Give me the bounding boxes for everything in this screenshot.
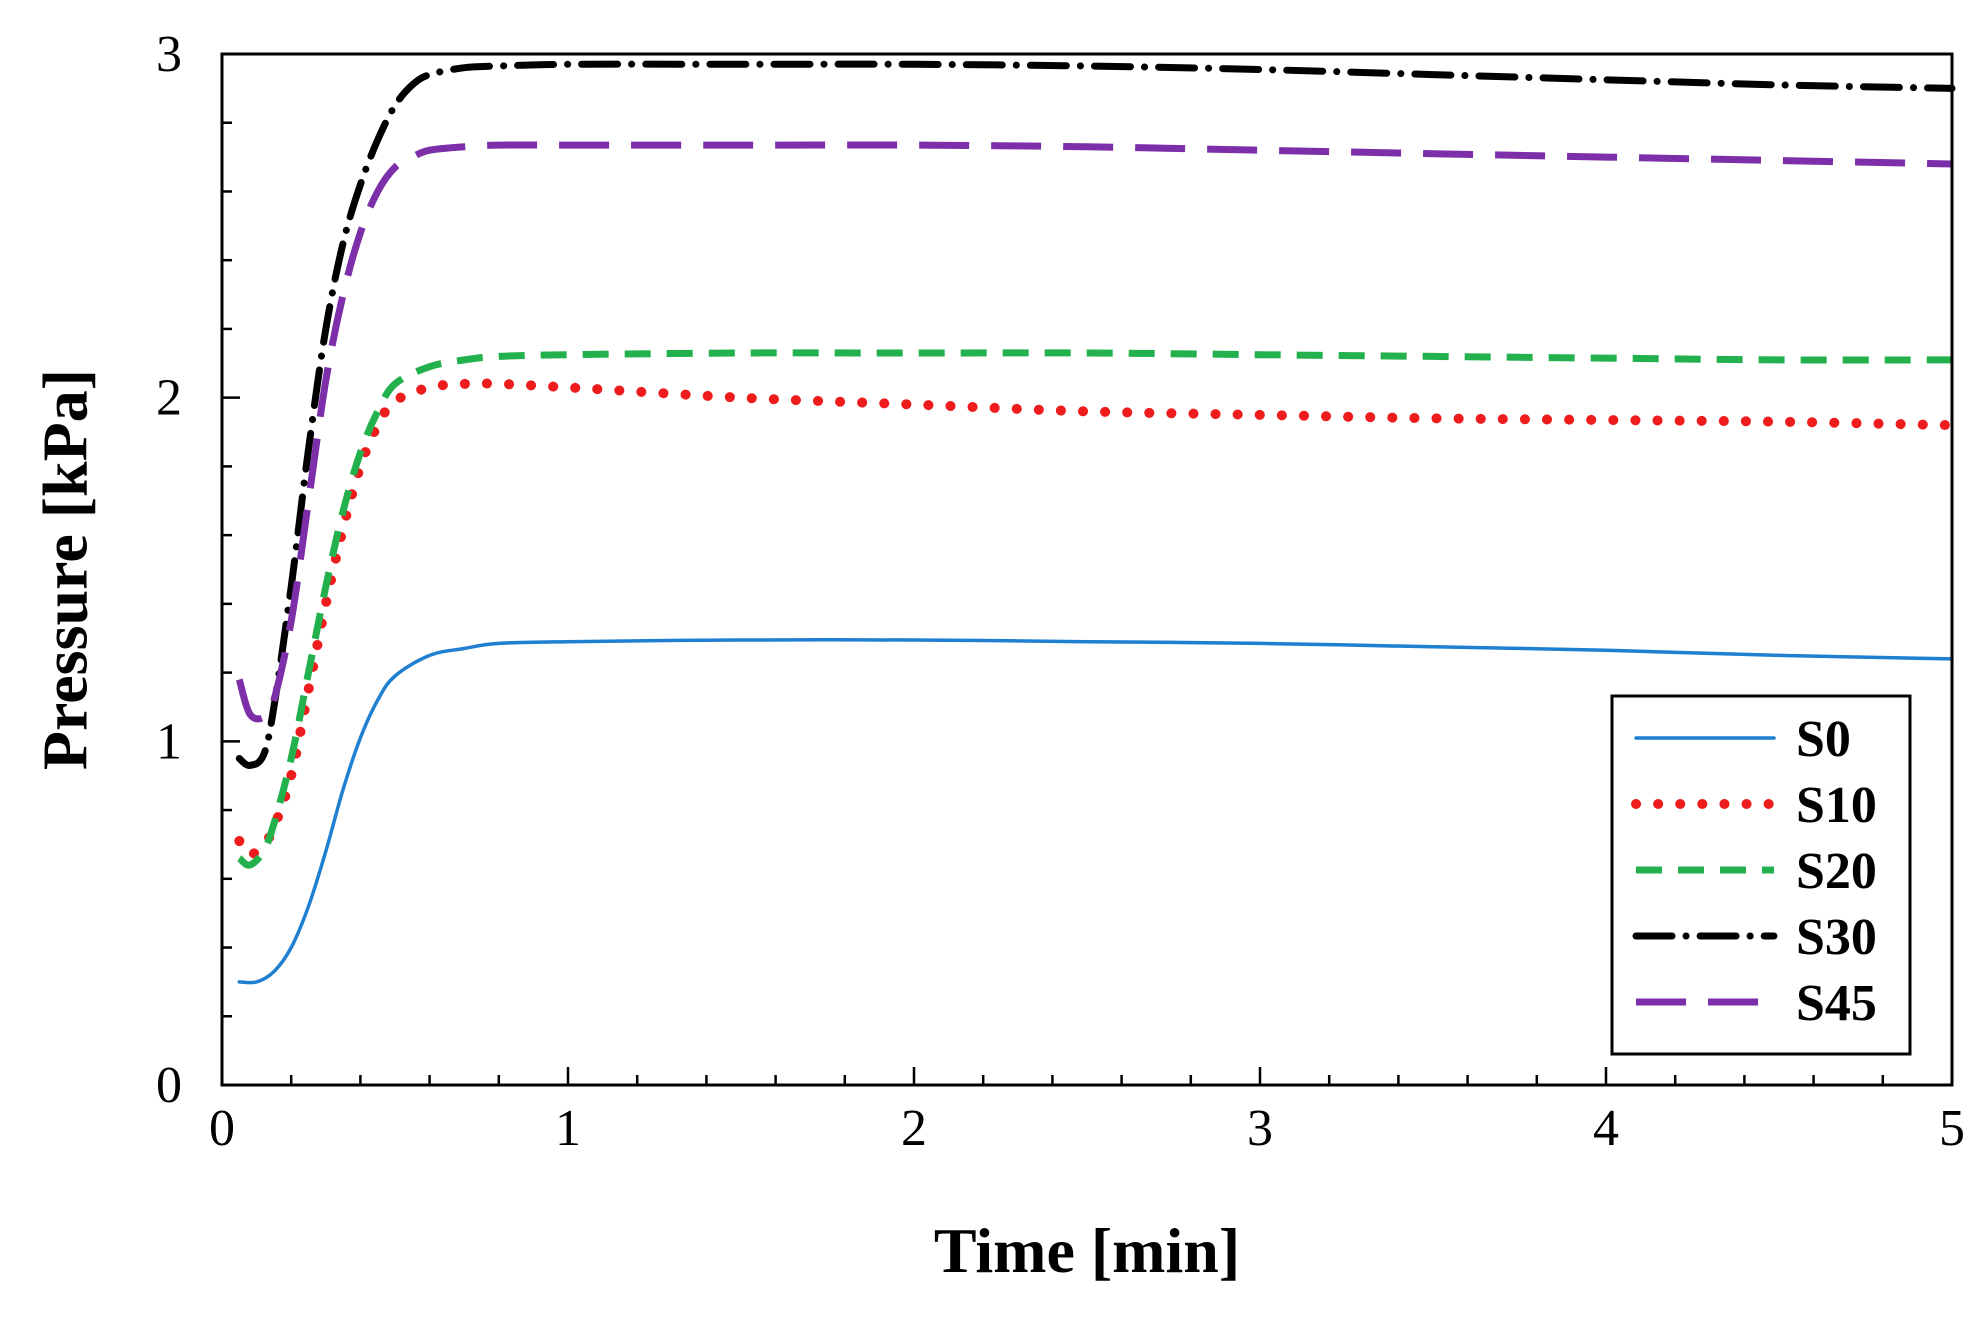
- legend-label-s20: S20: [1796, 843, 1877, 900]
- plot-frame: [220, 52, 1954, 1087]
- y-tick-label: 2: [156, 370, 182, 427]
- y-tick-label: 3: [156, 26, 182, 83]
- legend-label-s30: S30: [1796, 909, 1877, 966]
- x-axis-title: Time [min]: [934, 1215, 1240, 1286]
- legend-box: [1610, 694, 1912, 1056]
- x-tick-label: 5: [1939, 1100, 1965, 1157]
- x-tick-label: 3: [1247, 1100, 1273, 1157]
- x-tick-label: 1: [555, 1100, 581, 1157]
- series-line-s45: [235, 141, 1953, 723]
- y-tick-label: 0: [156, 1057, 182, 1114]
- series-line-s10: [234, 378, 1957, 860]
- x-tick-label: 4: [1593, 1100, 1619, 1157]
- axes: 0 1 2 3 4 5 0 1 2 3: [156, 26, 1965, 1157]
- series-layer: [234, 60, 1957, 985]
- series-line-s0: [237, 638, 1954, 985]
- legend: S0 S10 S20 S30 S45: [1610, 694, 1912, 1056]
- series-line-s20: [237, 349, 1953, 869]
- x-tick-label: 2: [901, 1100, 927, 1157]
- y-axis-title: Pressure [kPa]: [30, 369, 101, 770]
- x-tick-label: 0: [209, 1100, 235, 1157]
- y-tick-label: 1: [156, 713, 182, 770]
- legend-label-s45: S45: [1796, 975, 1877, 1032]
- series-line-s30: [235, 60, 1956, 769]
- legend-label-s0: S0: [1796, 711, 1851, 768]
- legend-label-s10: S10: [1796, 777, 1877, 834]
